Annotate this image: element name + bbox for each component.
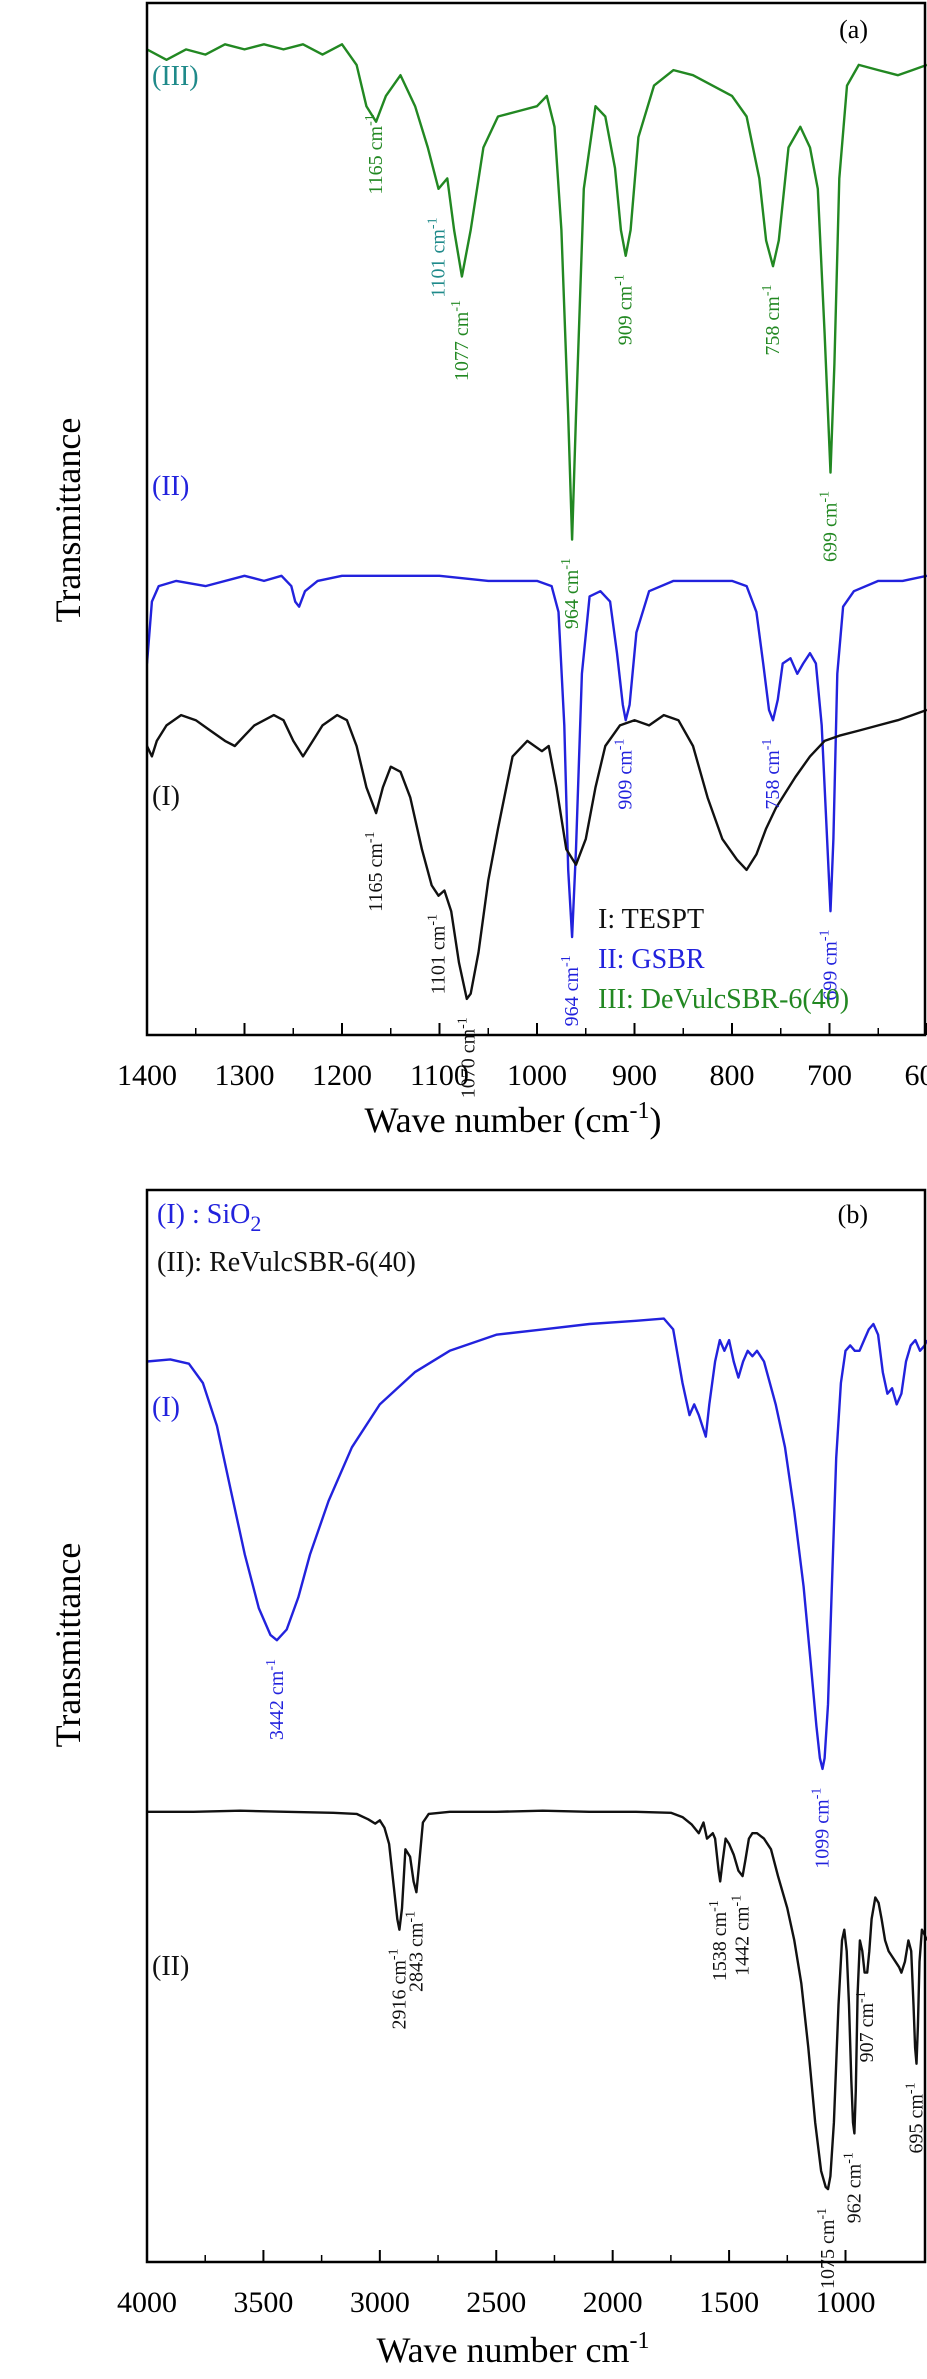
panel-b-x-tick-label: 1000 xyxy=(816,2286,876,2319)
panel-a-peak-label: 909 cm-1 xyxy=(613,739,637,810)
panel-a-series-line-1 xyxy=(147,43,927,541)
panel-a-peak-label: 964 cm-1 xyxy=(559,558,583,629)
panel-a-peak-label: 699 cm-1 xyxy=(817,491,841,562)
panel-b-letter: (b) xyxy=(838,1200,868,1229)
panel-b-x-tick-label: 2000 xyxy=(583,2286,643,2319)
panel-a-legend-entry-3: III: DeVulcSBR-6(40) xyxy=(598,984,849,1015)
panel-b-peak-label: 1538 cm-1 xyxy=(707,1900,731,1981)
panel-a-x-tick-label: 1400 xyxy=(117,1059,177,1092)
panel-b-peak-label: 1442 cm-1 xyxy=(730,1895,754,1976)
panel-a-series-label-1: (III) xyxy=(152,61,199,92)
panel-b-x-axis-title: Wave number cm-1 xyxy=(376,2328,649,2370)
panel-b-series-label-2: (II) xyxy=(152,1951,189,1982)
panel-b-peak-label: 695 cm-1 xyxy=(904,2082,927,2153)
panel-a-x-tick-label: 1200 xyxy=(312,1059,372,1092)
panel-b-legend-entry-1: (I) : SiO2 xyxy=(157,1199,261,1236)
panel-a-peak-label: 964 cm-1 xyxy=(559,955,583,1026)
panel-a-letter: (a) xyxy=(839,15,868,44)
panel-b-x-tick-label: 4000 xyxy=(117,2286,177,2319)
panel-a-peak-label: 1101 cm-1 xyxy=(426,217,450,297)
panel-a-peak-label: 1070 cm-1 xyxy=(456,1017,480,1098)
panel-b-x-tick-label: 2500 xyxy=(466,2286,526,2319)
panel-a-series-label-2: (II) xyxy=(152,471,189,502)
panel-a-peak-label: 1165 cm-1 xyxy=(363,831,387,911)
panel-a-x-tick-label: 600 xyxy=(905,1059,927,1092)
panel-a-x-tick-label: 1000 xyxy=(507,1059,567,1092)
panel-a-chart: 1165 cm-1 1101 cm-1 1077 cm-1 964 cm-1 909 c… xyxy=(48,1,927,1140)
panel-a-x-tick-label: 800 xyxy=(710,1059,755,1092)
panel-b-peak-label: 2916 cm-1 xyxy=(386,1948,410,2029)
panel-a-x-tick-label: 900 xyxy=(612,1059,657,1092)
panel-b-series-line-2 xyxy=(147,1809,927,2191)
panel-a-plot-frame xyxy=(145,1,927,1037)
panel-a-peak-label: 758 cm-1 xyxy=(760,739,784,810)
panel-a-peak-label: 699 cm-1 xyxy=(817,929,841,1000)
panel-a-legend-entry-1: I: TESPT xyxy=(598,904,704,935)
panel-a-legend-entry-2: II: GSBR xyxy=(598,944,705,975)
panel-a-peak-label: 909 cm-1 xyxy=(613,274,637,345)
panel-b-series-label-1: (I) xyxy=(152,1392,180,1423)
panel-b-legend-entry-2: (II): ReVulcSBR-6(40) xyxy=(157,1247,416,1278)
panel-a-x-axis-title: Wave number (cm-1) xyxy=(365,1098,662,1140)
panel-a-series-line-3 xyxy=(147,708,927,1001)
panel-a-series-line-2 xyxy=(147,574,927,939)
panel-b-peak-label: 1075 cm-1 xyxy=(815,2208,839,2289)
panel-b-chart: 3442 cm-1 1099 cm-1 2916 cm-1 2843 cm-1 1538… xyxy=(48,1188,927,2370)
panel-b-plot-frame xyxy=(145,1188,927,2264)
panel-b-peak-label: 907 cm-1 xyxy=(854,1991,878,2062)
panel-b-x-tick-label: 3000 xyxy=(350,2286,410,2319)
panel-b-series-line-1 xyxy=(147,1317,927,1771)
panel-b-peak-label: 962 cm-1 xyxy=(841,2152,865,2223)
panel-b-x-tick-label: 1500 xyxy=(699,2286,759,2319)
panel-b-peak-label: 3442 cm-1 xyxy=(264,1659,288,1740)
panel-a-series-label-3: (I) xyxy=(152,781,180,812)
panel-b-y-axis-title: Transmittance xyxy=(48,1543,88,1748)
panel-a-peak-label: 758 cm-1 xyxy=(760,284,784,355)
panel-a-y-axis-title: Transmittance xyxy=(48,418,88,623)
panel-b-peak-label: 1099 cm-1 xyxy=(809,1788,833,1869)
panel-a-peak-label: 1077 cm-1 xyxy=(449,300,473,381)
panel-b-x-tick-label: 3500 xyxy=(233,2286,293,2319)
panel-a-x-tick-label: 700 xyxy=(807,1059,852,1092)
panel-a-peak-label: 1101 cm-1 xyxy=(426,914,450,994)
panel-a-x-tick-label: 1300 xyxy=(215,1059,275,1092)
panel-b-peak-label: 2843 cm-1 xyxy=(403,1911,427,1992)
panel-a-peak-label: 1165 cm-1 xyxy=(363,114,387,194)
panel-a-x-tick-label: 1100 xyxy=(410,1059,469,1092)
